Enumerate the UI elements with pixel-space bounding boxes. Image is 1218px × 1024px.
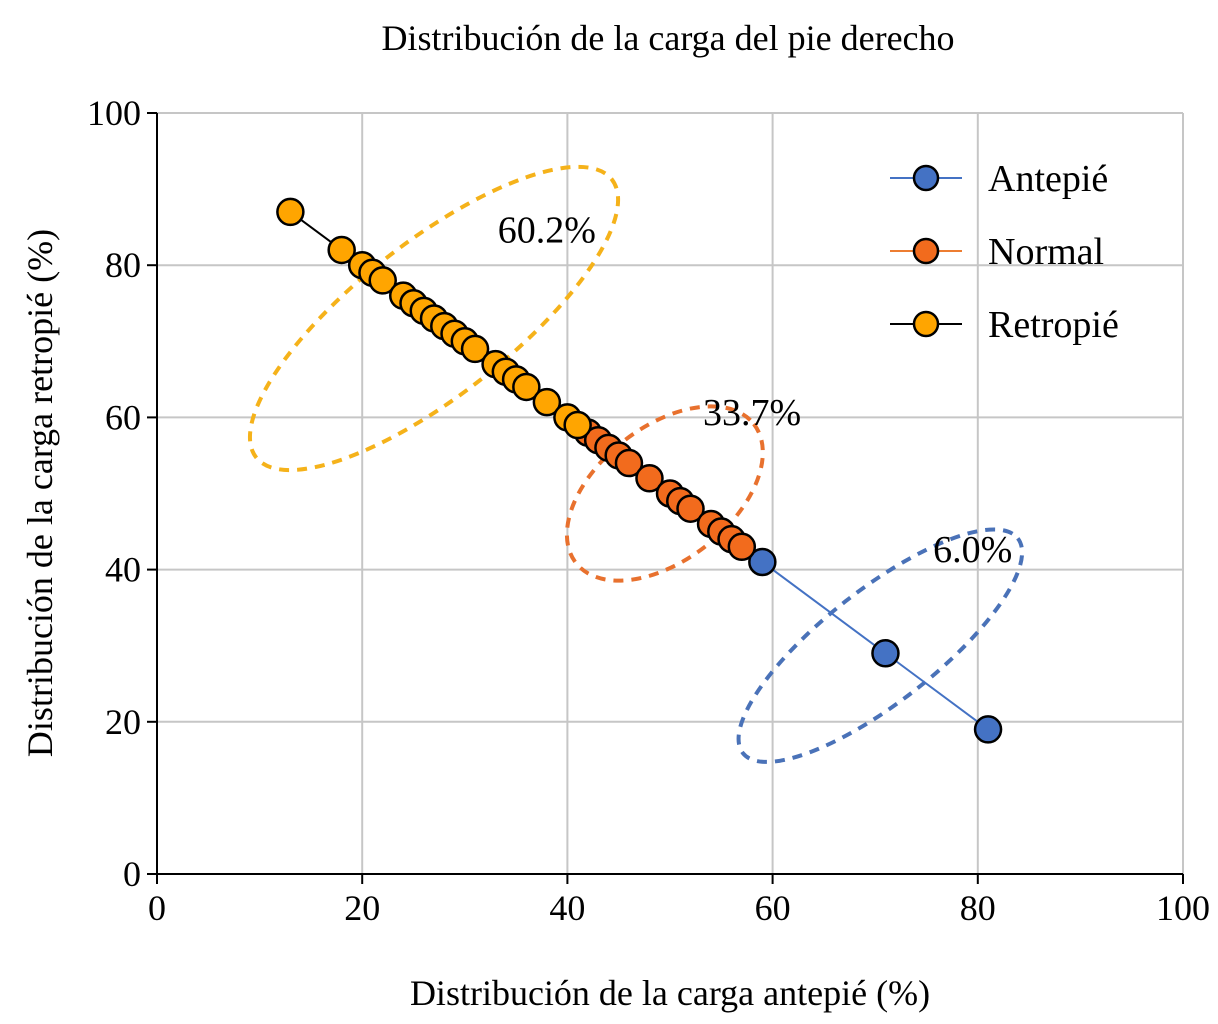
legend: Antepié Normal Retropié bbox=[890, 158, 1119, 346]
chart-title: Distribución de la carga del pie derecho bbox=[381, 18, 954, 58]
y-tick-label: 100 bbox=[87, 93, 141, 133]
x-axis-label: Distribución de la carga antepié (%) bbox=[410, 973, 930, 1013]
x-tick-label: 40 bbox=[549, 888, 585, 928]
annotations: 60.2% 33.7% 6.0% bbox=[498, 209, 1012, 571]
grid bbox=[157, 112, 1184, 874]
data-point-retropié bbox=[327, 235, 356, 265]
data-point-retropié bbox=[512, 372, 541, 402]
data-point-retropié bbox=[460, 334, 490, 364]
cluster-ellipse-normal bbox=[564, 404, 765, 583]
y-tick-label: 80 bbox=[105, 245, 141, 285]
annotation-label: 6.0% bbox=[933, 529, 1012, 571]
data-points bbox=[276, 197, 1003, 744]
legend-marker-retropié bbox=[912, 310, 940, 338]
y-axis-label: Distribución de la carga retropié (%) bbox=[20, 229, 60, 757]
cluster-ellipse-antepié bbox=[736, 527, 1025, 764]
data-point-normal bbox=[635, 464, 664, 493]
legend-label: Antepié bbox=[988, 158, 1108, 200]
x-tick-label: 100 bbox=[1156, 888, 1210, 928]
legend-marker-normal bbox=[912, 237, 940, 265]
legend-label: Normal bbox=[988, 231, 1104, 273]
legend-label: Retropié bbox=[988, 304, 1119, 346]
data-point-antepié bbox=[973, 715, 1003, 744]
data-point-retropié bbox=[532, 387, 562, 417]
data-point-retropié bbox=[563, 410, 592, 440]
data-point-normal bbox=[676, 494, 705, 523]
x-tick-label: 0 bbox=[148, 888, 166, 928]
data-point-normal bbox=[727, 532, 757, 562]
data-point-retropié bbox=[368, 266, 397, 295]
y-tick-label: 0 bbox=[123, 854, 141, 894]
x-tick-label: 60 bbox=[755, 888, 791, 928]
axes bbox=[147, 112, 1184, 884]
x-tick-label: 80 bbox=[960, 888, 996, 928]
legend-marker-antepié bbox=[912, 164, 940, 192]
data-point-antepié bbox=[871, 639, 900, 668]
tick-labels: 0 20 40 60 80 100 0 20 40 60 80 100 bbox=[87, 93, 1210, 928]
y-tick-label: 20 bbox=[105, 702, 141, 742]
cluster-ellipses bbox=[247, 164, 1025, 764]
x-tick-label: 20 bbox=[344, 888, 380, 928]
cluster-ellipse-retropié bbox=[247, 164, 621, 473]
data-point-normal bbox=[614, 448, 644, 478]
y-tick-label: 40 bbox=[105, 550, 141, 590]
annotation-label: 33.7% bbox=[703, 392, 801, 434]
y-tick-label: 60 bbox=[105, 397, 141, 437]
data-point-retropié bbox=[276, 197, 305, 227]
data-point-antepié bbox=[748, 547, 777, 577]
annotation-label: 60.2% bbox=[498, 209, 596, 251]
